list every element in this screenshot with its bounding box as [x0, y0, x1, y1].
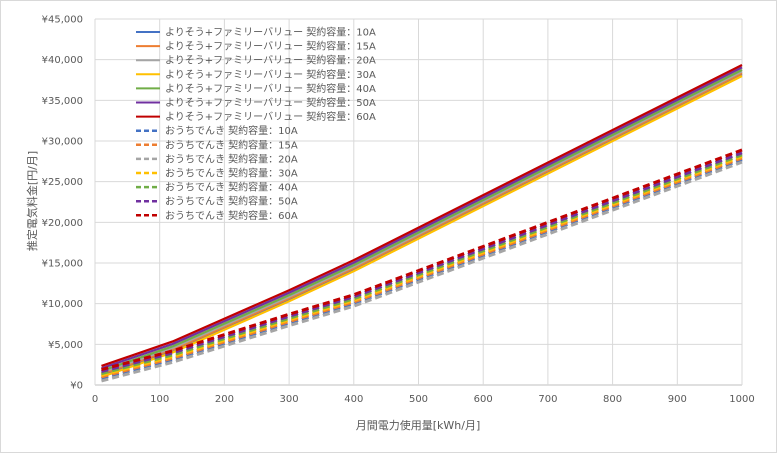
y-axis-ticks: ¥0 ¥5,000 ¥10,000 ¥15,000 ¥20,000 ¥25,000 ¥30,… [42, 15, 83, 392]
x-tick-label: 700 [538, 394, 557, 405]
series-line [101, 66, 743, 370]
x-tick-label: 800 [603, 394, 622, 405]
x-tick-label: 400 [344, 394, 363, 405]
y-axis-title: 推定電気料金[円/月] [25, 151, 39, 251]
series-line [101, 68, 743, 372]
legend-entry: おうちでんき 契約容量：20A [165, 152, 298, 165]
y-tick-label: ¥15,000 [42, 259, 83, 270]
legend-entry: よりそう+ファミリーバリュー 契約容量：30A [165, 68, 376, 81]
legend-entry: よりそう+ファミリーバリュー 契約容量：60A [165, 110, 376, 123]
legend-entry: よりそう+ファミリーバリュー 契約容量：15A [165, 40, 376, 53]
legend-entry: おうちでんき 契約容量：60A [165, 209, 298, 222]
legend-entry: よりそう+ファミリーバリュー 契約容量：20A [165, 54, 376, 67]
series-line [101, 155, 743, 377]
x-tick-label: 100 [150, 394, 169, 405]
y-tick-label: ¥40,000 [42, 55, 83, 66]
legend-entry: おうちでんき 契約容量：40A [165, 181, 298, 194]
series-line [101, 148, 743, 371]
y-tick-label: ¥10,000 [42, 299, 83, 310]
legend-entry: おうちでんき 契約容量：50A [165, 195, 298, 208]
y-tick-label: ¥5,000 [48, 340, 83, 351]
series-line [101, 153, 743, 376]
series-lines [101, 63, 743, 383]
x-tick-label: 300 [280, 394, 299, 405]
y-tick-label: ¥30,000 [42, 137, 83, 148]
x-tick-label: 900 [668, 394, 687, 405]
x-tick-label: 1000 [729, 394, 754, 405]
x-tick-label: 500 [409, 394, 428, 405]
legend-entry: おうちでんき 契約容量：30A [165, 167, 298, 180]
legend-entry: よりそう+ファミリーバリュー 契約容量：40A [165, 82, 376, 95]
series-line [101, 151, 743, 374]
x-tick-label: 600 [474, 394, 493, 405]
y-tick-label: ¥35,000 [42, 96, 83, 107]
legend-entry: よりそう+ファミリーバリュー 契約容量：10A [165, 26, 376, 39]
x-tick-label: 200 [215, 394, 234, 405]
y-tick-label: ¥0 [70, 381, 83, 392]
grid-lines [94, 18, 743, 386]
y-tick-label: ¥25,000 [42, 177, 83, 188]
series-line [101, 63, 743, 367]
x-axis-title: 月間電力使用量[kWh/月] [356, 419, 481, 432]
legend-entry: おうちでんき 契約容量：10A [165, 124, 298, 137]
legend-entry: おうちでんき 契約容量：15A [165, 138, 298, 151]
y-tick-label: ¥45,000 [42, 15, 83, 26]
y-tick-label: ¥20,000 [42, 218, 83, 229]
x-tick-label: 0 [92, 394, 98, 405]
series-line [101, 156, 743, 379]
series-line [101, 158, 743, 380]
series-line [101, 160, 743, 383]
legend-entry: よりそう+ファミリーバリュー 契約容量：50A [165, 96, 376, 109]
x-axis-ticks: 0 100 200 300 400 500 600 700 800 900 1000 [92, 394, 755, 405]
